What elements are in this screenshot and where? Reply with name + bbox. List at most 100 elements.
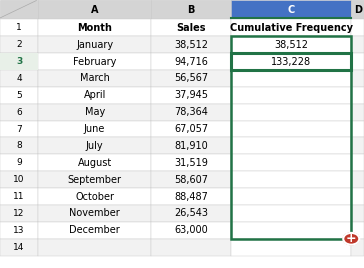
Text: 37,945: 37,945 xyxy=(174,90,208,100)
Text: 7: 7 xyxy=(16,125,22,133)
Text: April: April xyxy=(83,90,106,100)
Bar xyxy=(231,53,351,70)
Bar xyxy=(231,222,351,239)
Bar xyxy=(0,222,38,239)
Text: Cumulative Frequency: Cumulative Frequency xyxy=(230,23,353,33)
Bar xyxy=(231,154,351,171)
Bar xyxy=(351,87,364,104)
Bar xyxy=(231,87,351,104)
Bar xyxy=(231,171,351,188)
Bar xyxy=(38,171,151,188)
Bar xyxy=(351,0,364,19)
Bar xyxy=(231,137,351,154)
Bar xyxy=(351,205,364,222)
Text: Sales: Sales xyxy=(176,23,206,33)
Text: Month: Month xyxy=(77,23,112,33)
Bar xyxy=(38,53,151,70)
Bar xyxy=(38,104,151,121)
Text: September: September xyxy=(68,175,122,185)
Text: 11: 11 xyxy=(13,192,25,201)
Bar xyxy=(0,0,38,19)
Bar xyxy=(151,36,231,53)
Bar xyxy=(0,205,38,222)
Text: 63,000: 63,000 xyxy=(174,225,208,235)
Bar xyxy=(0,121,38,137)
Text: February: February xyxy=(73,57,116,66)
Bar xyxy=(0,154,38,171)
Bar xyxy=(38,188,151,205)
Bar xyxy=(231,188,351,205)
Bar xyxy=(38,36,151,53)
Bar xyxy=(231,121,351,137)
Text: May: May xyxy=(84,107,105,117)
Text: 133,228: 133,228 xyxy=(271,57,311,66)
Bar xyxy=(351,70,364,87)
Bar xyxy=(231,0,351,19)
Bar xyxy=(151,205,231,222)
Bar xyxy=(38,0,151,19)
Text: January: January xyxy=(76,40,113,50)
Bar xyxy=(151,171,231,188)
Bar xyxy=(231,53,351,70)
Text: 8: 8 xyxy=(16,142,22,150)
Bar xyxy=(351,137,364,154)
Bar xyxy=(351,154,364,171)
Bar xyxy=(151,188,231,205)
Bar xyxy=(0,70,38,87)
Text: C: C xyxy=(288,5,295,15)
Text: August: August xyxy=(78,158,112,168)
Bar xyxy=(351,188,364,205)
Bar xyxy=(0,171,38,188)
Bar xyxy=(0,87,38,104)
Bar xyxy=(0,104,38,121)
Bar xyxy=(231,205,351,222)
Bar xyxy=(231,239,351,256)
Bar xyxy=(231,36,351,53)
Text: 26,543: 26,543 xyxy=(174,209,208,218)
Bar xyxy=(351,222,364,239)
Text: 2: 2 xyxy=(16,40,22,49)
Text: 1: 1 xyxy=(16,23,22,32)
Text: +: + xyxy=(346,232,357,245)
Bar xyxy=(151,121,231,137)
Bar xyxy=(351,121,364,137)
Text: 9: 9 xyxy=(16,158,22,167)
Bar xyxy=(231,104,351,121)
Text: 31,519: 31,519 xyxy=(174,158,208,168)
Bar xyxy=(151,87,231,104)
Text: 81,910: 81,910 xyxy=(174,141,208,151)
Bar xyxy=(0,53,38,70)
Bar xyxy=(351,19,364,36)
Text: 14: 14 xyxy=(13,243,25,252)
Bar xyxy=(151,222,231,239)
Text: B: B xyxy=(187,5,195,15)
Text: 3: 3 xyxy=(16,57,22,66)
Bar xyxy=(351,104,364,121)
Bar xyxy=(231,70,351,87)
Bar xyxy=(351,239,364,256)
Text: A: A xyxy=(91,5,98,15)
Bar xyxy=(38,137,151,154)
Text: 133,228: 133,228 xyxy=(271,57,311,66)
Text: 38,512: 38,512 xyxy=(174,40,208,50)
Text: 67,057: 67,057 xyxy=(174,124,208,134)
Bar xyxy=(151,154,231,171)
Text: July: July xyxy=(86,141,103,151)
Text: 5: 5 xyxy=(16,91,22,100)
Text: June: June xyxy=(84,124,105,134)
Bar xyxy=(0,19,38,36)
Bar xyxy=(38,205,151,222)
Bar xyxy=(151,53,231,70)
Bar xyxy=(0,239,38,256)
Text: November: November xyxy=(69,209,120,218)
Bar xyxy=(351,36,364,53)
Bar xyxy=(38,222,151,239)
Text: March: March xyxy=(80,73,110,83)
Bar xyxy=(0,53,38,70)
Text: 10: 10 xyxy=(13,175,25,184)
Bar xyxy=(38,87,151,104)
Bar xyxy=(351,53,364,70)
Bar xyxy=(38,154,151,171)
Bar xyxy=(0,188,38,205)
Text: October: October xyxy=(75,192,114,202)
